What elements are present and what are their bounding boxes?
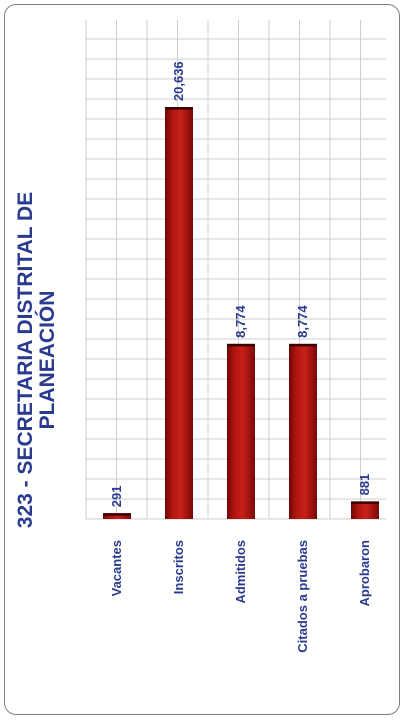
chart-grid bbox=[85, 20, 386, 520]
bar-top-edge bbox=[165, 107, 193, 110]
category-label: Aprobaron bbox=[357, 540, 372, 607]
value-label: 8,774 bbox=[233, 305, 248, 338]
category-labels: Vacantes Inscritos Admitidos Citados a prue… bbox=[109, 540, 372, 653]
value-label: 20,636 bbox=[171, 61, 186, 101]
value-labels: 291 20,636 8,774 8,774 881 bbox=[109, 61, 372, 507]
value-label: 291 bbox=[109, 485, 124, 507]
bar bbox=[227, 343, 255, 519]
bar-top-edge bbox=[289, 343, 317, 347]
bar-top-edge bbox=[351, 501, 379, 504]
category-label: Citados a pruebas bbox=[295, 540, 310, 653]
bar bbox=[351, 501, 379, 519]
bar-top-edge bbox=[103, 513, 131, 516]
value-label: 8,774 bbox=[295, 305, 310, 338]
chart-bars bbox=[103, 107, 379, 519]
bar bbox=[103, 513, 131, 519]
bar bbox=[165, 107, 193, 519]
category-label: Inscritos bbox=[171, 540, 186, 594]
value-label: 881 bbox=[357, 474, 372, 496]
category-label: Admitidos bbox=[233, 540, 248, 604]
bar-top-edge bbox=[227, 343, 255, 347]
category-label: Vacantes bbox=[109, 540, 124, 596]
bar bbox=[289, 343, 317, 519]
